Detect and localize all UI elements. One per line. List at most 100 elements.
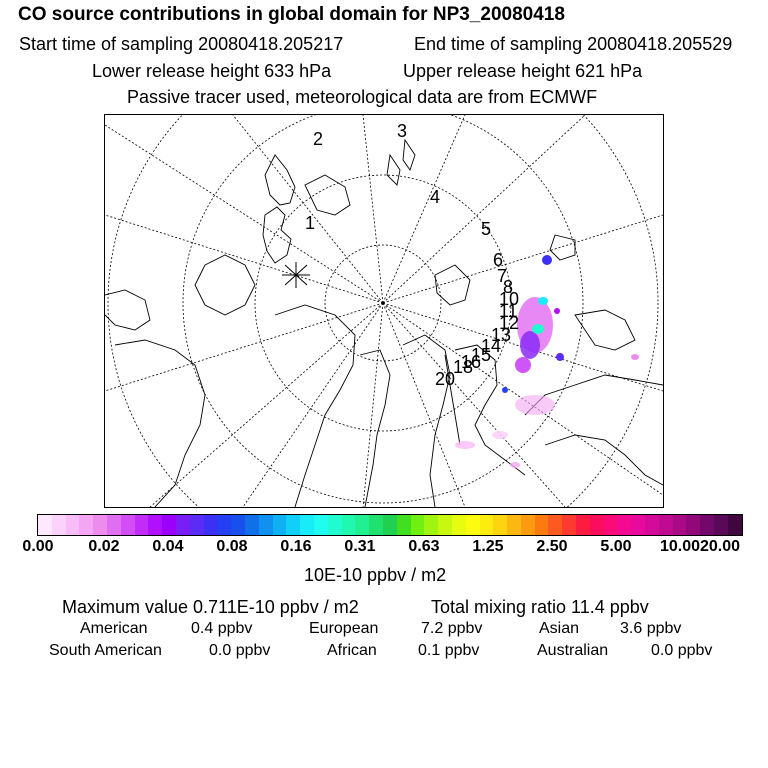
colorbar-tick: 2.50 bbox=[536, 538, 568, 555]
colorbar-segment bbox=[382, 515, 397, 535]
colorbar-segment bbox=[341, 515, 356, 535]
colorbar-segment bbox=[258, 515, 273, 535]
colorbar-tick: 0.16 bbox=[280, 538, 312, 555]
traj-label-7: 7 bbox=[497, 266, 507, 286]
colorbar-segment bbox=[313, 515, 328, 535]
map-canvas: 1 2 3 4 5 6 7 8 10 11 12 13 14 15 16 18 … bbox=[105, 115, 663, 507]
colorbar-segment bbox=[686, 515, 701, 535]
colorbar-segment bbox=[700, 515, 715, 535]
colorbar-segment bbox=[65, 515, 80, 535]
traj-label-4: 4 bbox=[430, 187, 440, 207]
colorbar-segment bbox=[51, 515, 66, 535]
colorbar-segment bbox=[548, 515, 563, 535]
colorbar-tick: 20.00 bbox=[699, 538, 741, 555]
release-marker bbox=[282, 262, 310, 288]
page-title: CO source contributions in global domain… bbox=[18, 4, 565, 25]
colorbar-segment bbox=[189, 515, 204, 535]
colorbar-segment bbox=[576, 515, 590, 535]
colorbar-segment bbox=[410, 515, 425, 535]
source-name-african: African bbox=[327, 642, 377, 659]
colorbar-tick: 0.08 bbox=[216, 538, 248, 555]
source-value-american: 0.4 ppbv bbox=[191, 620, 253, 637]
upper-height-label: Upper release height 621 hPa bbox=[403, 61, 643, 81]
colorbar-segment bbox=[272, 515, 287, 535]
colorbar-segment bbox=[493, 515, 508, 535]
colorbar-tick: 1.25 bbox=[472, 538, 504, 555]
traj-label-12: 12 bbox=[499, 313, 519, 333]
colorbar-segment bbox=[631, 515, 646, 535]
source-name-american: American bbox=[80, 620, 148, 637]
concentration-field bbox=[455, 255, 639, 468]
colorbar-segment bbox=[134, 515, 149, 535]
coastlines bbox=[105, 138, 663, 507]
colorbar-segment bbox=[534, 515, 549, 535]
colorbar-segment bbox=[520, 515, 535, 535]
traj-label-11: 11 bbox=[499, 301, 518, 321]
colorbar-segment bbox=[645, 515, 659, 535]
source-name-asian: Asian bbox=[539, 620, 580, 637]
traj-label-5: 5 bbox=[481, 219, 491, 239]
colorbar-segment bbox=[327, 515, 342, 535]
colorbar-segment bbox=[369, 515, 383, 535]
colorbar-segment bbox=[244, 515, 259, 535]
traj-label-1: 1 bbox=[305, 213, 315, 233]
traj-label-20: 20 bbox=[435, 369, 455, 389]
colorbar-segment bbox=[589, 515, 604, 535]
colorbar-tick: 0.02 bbox=[88, 538, 120, 555]
colorbar-segment bbox=[672, 515, 687, 535]
colorbar-segment bbox=[451, 515, 466, 535]
colorbar-segment bbox=[562, 515, 577, 535]
colorbar-segment bbox=[120, 515, 135, 535]
lower-height-label: Lower release height 633 hPa bbox=[92, 61, 332, 81]
colorbar-tick: 0.00 bbox=[22, 538, 54, 555]
end-time-label: End time of sampling 20080418.205529 bbox=[414, 34, 733, 54]
traj-label-18: 18 bbox=[453, 357, 473, 377]
colorbar-segment bbox=[203, 515, 218, 535]
trajectory-labels: 1 2 3 4 5 6 7 8 10 11 12 13 14 15 16 18 … bbox=[305, 121, 519, 389]
traj-label-15: 15 bbox=[471, 345, 491, 365]
colorbar-tick: 0.63 bbox=[408, 538, 440, 555]
traj-label-13: 13 bbox=[491, 325, 511, 345]
colorbar bbox=[37, 514, 743, 536]
traj-label-8: 8 bbox=[503, 277, 513, 297]
colorbar-segment bbox=[38, 515, 52, 535]
colorbar-segment bbox=[286, 515, 301, 535]
max-value: Maximum value 0.711E-10 ppbv / m2 bbox=[62, 597, 359, 617]
colorbar-segment bbox=[175, 515, 190, 535]
source-value-asian: 3.6 ppbv bbox=[620, 620, 682, 637]
colorbar-segment bbox=[93, 515, 107, 535]
polar-map: 1 2 3 4 5 6 7 8 10 11 12 13 14 15 16 18 … bbox=[104, 114, 664, 508]
colorbar-segment bbox=[603, 515, 618, 535]
data-source-note: Passive tracer used, meteorological data… bbox=[127, 87, 598, 107]
colorbar-segment bbox=[658, 515, 673, 535]
graticule bbox=[105, 115, 663, 507]
total-mixing-ratio: Total mixing ratio 11.4 ppbv bbox=[431, 597, 649, 617]
colorbar-segment bbox=[106, 515, 121, 535]
colorbar-segment bbox=[217, 515, 232, 535]
colorbar-tick: 0.31 bbox=[344, 538, 376, 555]
colorbar-segment bbox=[162, 515, 176, 535]
colorbar-unit: 10E-10 ppbv / m2 bbox=[304, 565, 447, 585]
colorbar-tick: 10.00 bbox=[659, 538, 701, 555]
traj-label-16: 16 bbox=[461, 352, 481, 372]
traj-label-2: 2 bbox=[313, 129, 323, 149]
colorbar-segment bbox=[727, 515, 742, 535]
colorbar-segment bbox=[148, 515, 163, 535]
source-name-european: European bbox=[309, 620, 379, 637]
colorbar-segment bbox=[396, 515, 411, 535]
traj-label-14: 14 bbox=[481, 336, 501, 356]
colorbar-tick: 0.04 bbox=[152, 538, 184, 555]
source-value-australian: 0.0 ppbv bbox=[651, 642, 713, 659]
source-value-european: 7.2 ppbv bbox=[421, 620, 483, 637]
traj-label-3: 3 bbox=[397, 121, 407, 141]
source-name-south-american: South American bbox=[49, 642, 162, 659]
colorbar-segment bbox=[479, 515, 494, 535]
colorbar-segment bbox=[79, 515, 94, 535]
start-time-label: Start time of sampling 20080418.205217 bbox=[19, 34, 344, 54]
colorbar-segment bbox=[231, 515, 245, 535]
colorbar-tick: 5.00 bbox=[600, 538, 632, 555]
colorbar-segment bbox=[507, 515, 521, 535]
colorbar-segment bbox=[424, 515, 439, 535]
colorbar-segment bbox=[714, 515, 728, 535]
colorbar-segment bbox=[465, 515, 480, 535]
